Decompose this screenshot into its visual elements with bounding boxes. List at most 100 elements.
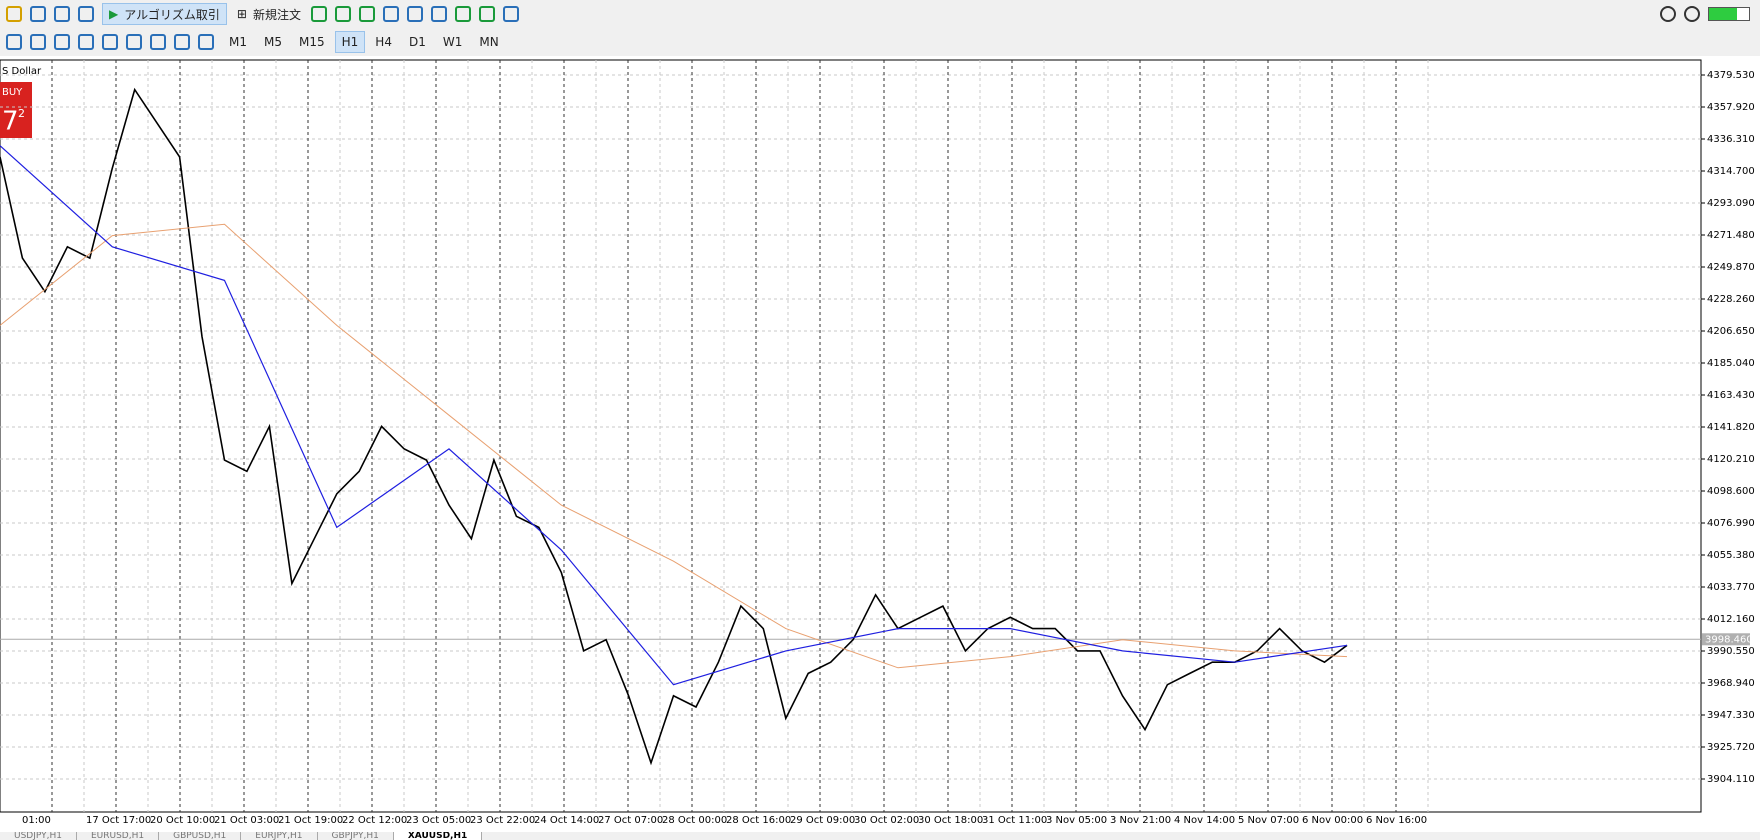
- time-label: 30 Oct 18:00: [918, 815, 983, 826]
- icon[interactable]: [454, 6, 471, 22]
- new-order-button[interactable]: ⊞ 新規注文: [236, 7, 301, 22]
- icon[interactable]: [406, 6, 423, 22]
- timeframe-button[interactable]: MN: [479, 35, 499, 49]
- ma-slow: [0, 223, 1348, 669]
- price-label: 4033.770: [1707, 582, 1755, 593]
- icon[interactable]: [174, 34, 190, 50]
- time-label: 21 Oct 19:00: [278, 815, 343, 826]
- icon[interactable]: [310, 6, 327, 22]
- time-label: 01:00: [22, 815, 51, 826]
- icon[interactable]: [6, 34, 22, 50]
- price-label: 4293.090: [1707, 198, 1755, 209]
- price-label: 4336.310: [1707, 134, 1755, 145]
- algo-button[interactable]: ▶ アルゴリズム取引: [102, 3, 227, 25]
- current-price-box: [1702, 633, 1750, 646]
- price-label: 4314.700: [1707, 166, 1755, 177]
- timeframe-button[interactable]: H1: [334, 31, 366, 53]
- time-label: 29 Oct 09:00: [790, 815, 855, 826]
- time-label: 23 Oct 22:00: [470, 815, 535, 826]
- time-label: 4 Nov 14:00: [1174, 815, 1235, 826]
- symbol-tab[interactable]: GBPJPY,H1: [318, 832, 394, 840]
- time-label: 3 Nov 21:00: [1110, 815, 1171, 826]
- plot-area: [0, 59, 1702, 813]
- buy-price-small: 2: [18, 107, 25, 120]
- price-label: 4357.920: [1707, 102, 1755, 113]
- price-label: 4055.380: [1707, 550, 1755, 561]
- icon[interactable]: [382, 6, 399, 22]
- ma-fast: [0, 145, 1348, 686]
- icon[interactable]: [198, 34, 214, 50]
- price-label: 3990.550: [1707, 646, 1755, 657]
- price-label: 4271.480: [1707, 230, 1755, 241]
- price-label: 3968.940: [1707, 678, 1755, 689]
- icon[interactable]: [30, 6, 46, 22]
- price-line: [0, 87, 1348, 766]
- icon[interactable]: [102, 34, 118, 50]
- symbol-tab[interactable]: EURJPY,H1: [241, 832, 318, 840]
- price-label: 4185.040: [1707, 358, 1755, 369]
- time-label: 6 Nov 00:00: [1302, 815, 1363, 826]
- time-label: 31 Oct 11:00: [982, 815, 1047, 826]
- price-label: 4098.600: [1707, 486, 1755, 497]
- icon[interactable]: [334, 6, 351, 22]
- icon[interactable]: [150, 34, 166, 50]
- price-label: 3947.330: [1707, 710, 1755, 721]
- price-label: 4141.820: [1707, 422, 1755, 433]
- symbol-tab[interactable]: XAUUSD,H1: [393, 832, 483, 840]
- price-label: 4012.160: [1707, 614, 1755, 625]
- price-label: 4249.870: [1707, 262, 1755, 273]
- timeframe-button[interactable]: M15: [299, 35, 325, 49]
- icon[interactable]: [126, 34, 142, 50]
- time-label: 23 Oct 05:00: [406, 815, 471, 826]
- icon[interactable]: [30, 34, 46, 50]
- symbol-tab[interactable]: EURUSD,H1: [77, 832, 160, 840]
- label: 新規注文: [252, 7, 301, 22]
- symbol-tabs: USDJPY,H1 EURUSD,H1 GBPUSD,H1 EURJPY,H1 GBPJ…: [0, 832, 1760, 840]
- symbol-label: S Dollar: [2, 66, 42, 77]
- timeframe-button[interactable]: M1: [229, 35, 247, 49]
- icon[interactable]: [54, 34, 70, 50]
- search-icon[interactable]: [1660, 6, 1676, 22]
- icon[interactable]: [502, 6, 519, 22]
- label: アルゴリズム取引: [124, 7, 220, 22]
- timeframe-button[interactable]: M5: [264, 35, 282, 49]
- buy-label: BUY: [2, 87, 23, 98]
- current-price-label: 3998.460: [1705, 634, 1753, 645]
- price-label: 4163.430: [1707, 390, 1755, 401]
- symbol-tab[interactable]: GBPUSD,H1: [159, 832, 242, 840]
- account-icon[interactable]: [1684, 6, 1700, 22]
- time-label: 28 Oct 16:00: [726, 815, 791, 826]
- time-label: 30 Oct 02:00: [854, 815, 919, 826]
- time-label: 27 Oct 07:00: [598, 815, 663, 826]
- main-toolbar: ▶ アルゴリズム取引 ⊞ 新規注文: [0, 0, 1760, 28]
- icon[interactable]: [54, 6, 70, 22]
- buy-price: 7: [2, 107, 19, 137]
- price-label: 4228.260: [1707, 294, 1755, 305]
- price-chart: S Dollar BUY 7 2 4379.530 4357.920 4336.31…: [0, 59, 1755, 826]
- icon[interactable]: [78, 34, 94, 50]
- timeframe-button[interactable]: W1: [442, 35, 463, 49]
- buy-panel[interactable]: [0, 82, 32, 138]
- price-label: 4076.990: [1707, 518, 1755, 529]
- timeframe-button[interactable]: D1: [408, 35, 426, 49]
- icon[interactable]: [358, 6, 375, 22]
- drawing-toolbar: M1 M5 M15 H1 H4 D1 W1 MN: [0, 28, 1760, 56]
- price-label: 4206.650: [1707, 326, 1755, 337]
- icon[interactable]: [430, 6, 447, 22]
- right-icons: [1660, 6, 1760, 22]
- time-label: 17 Oct 17:00: [86, 815, 151, 826]
- icon[interactable]: [478, 6, 495, 22]
- timeframe-button[interactable]: H4: [375, 35, 392, 49]
- time-label: 20 Oct 10:00: [150, 815, 215, 826]
- time-label: 6 Nov 16:00: [1366, 815, 1427, 826]
- icon[interactable]: [6, 6, 22, 22]
- icon[interactable]: [78, 6, 94, 22]
- price-label: 3904.110: [1707, 774, 1755, 785]
- time-label: 22 Oct 12:00: [342, 815, 407, 826]
- time-label: 24 Oct 14:00: [534, 815, 599, 826]
- symbol-tab[interactable]: USDJPY,H1: [0, 832, 77, 840]
- time-label: 21 Oct 03:00: [214, 815, 279, 826]
- price-label: 4120.210: [1707, 454, 1755, 465]
- time-label: 3 Nov 05:00: [1046, 815, 1107, 826]
